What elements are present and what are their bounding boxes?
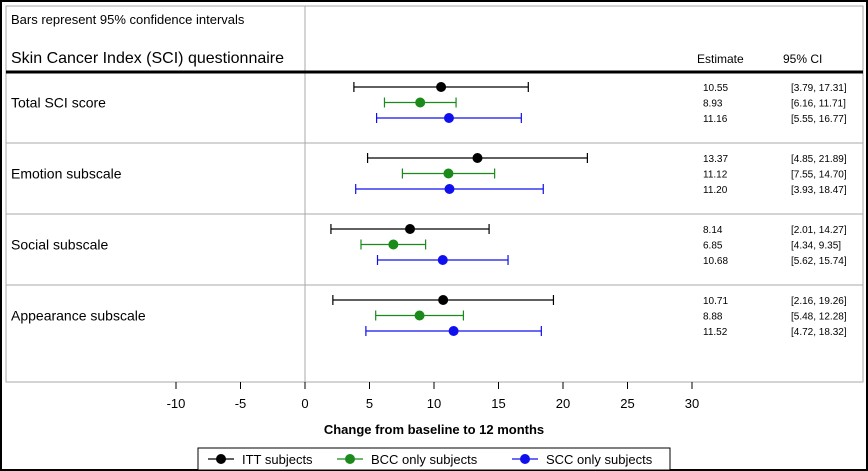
group-label: Emotion subscale — [11, 166, 122, 182]
x-tick-label: 30 — [685, 396, 699, 411]
estimate-value: 11.52 — [703, 327, 728, 338]
x-tick-label: -5 — [235, 396, 247, 411]
estimate-point — [443, 168, 454, 179]
estimate-point — [414, 310, 425, 321]
ci-value: [4.34, 9.35] — [791, 241, 841, 252]
estimate-point — [437, 255, 448, 265]
legend-swatch-marker — [520, 454, 530, 464]
legend: ITT subjects BCC only subjects SCC only su… — [208, 452, 653, 467]
estimate-value: 8.93 — [703, 99, 723, 110]
legend-swatch-marker — [345, 454, 355, 464]
ci-value: [2.01, 14.27] — [791, 225, 847, 236]
estimate-value: 11.16 — [703, 114, 728, 125]
x-axis-label: Change from baseline to 12 months — [324, 422, 544, 437]
x-tick-label: 5 — [366, 396, 373, 411]
group-label: Total SCI score — [11, 95, 106, 111]
estimate-value: 10.55 — [703, 83, 728, 94]
groups-layer: Total SCI score 10.55 [3.79, 17.31] 8.93 [6.… — [6, 82, 863, 338]
estimate-value: 10.68 — [703, 256, 728, 267]
group-label: Social subscale — [11, 237, 108, 253]
ci-value: [4.72, 18.32] — [791, 327, 847, 338]
estimate-point — [405, 224, 416, 234]
estimate-value: 8.88 — [703, 312, 723, 323]
estimate-value: 11.20 — [703, 185, 728, 196]
ci-value: [5.55, 16.77] — [791, 114, 847, 125]
ci-header: 95% CI — [783, 52, 822, 66]
x-tick-label: 20 — [556, 396, 570, 411]
estimate-value: 10.71 — [703, 296, 728, 307]
estimate-value: 13.37 — [703, 154, 728, 165]
estimate-point — [415, 97, 426, 108]
ci-value: [2.16, 19.26] — [791, 296, 847, 307]
ci-value: [7.55, 14.70] — [791, 170, 847, 181]
estimate-point — [444, 184, 455, 194]
ci-value: [6.16, 11.71] — [791, 99, 846, 110]
legend-swatch-marker — [216, 454, 226, 464]
x-tick-label: 0 — [301, 396, 308, 411]
estimate-point — [436, 82, 447, 92]
legend-label: ITT subjects — [242, 452, 313, 467]
note-text: Bars represent 95% confidence intervals — [11, 12, 245, 27]
ci-value: [5.62, 15.74] — [791, 256, 847, 267]
estimate-point — [443, 113, 454, 123]
x-tick-label: 10 — [427, 396, 441, 411]
estimate-value: 8.14 — [703, 225, 723, 236]
estimate-point — [472, 153, 483, 163]
estimate-point — [448, 326, 459, 336]
x-tick-label: 25 — [620, 396, 634, 411]
group-label: Appearance subscale — [11, 308, 146, 324]
estimate-value: 6.85 — [703, 241, 723, 252]
estimate-header: Estimate — [697, 52, 744, 66]
x-tick-label: -10 — [167, 396, 186, 411]
legend-label: BCC only subjects — [371, 452, 478, 467]
estimate-point — [388, 239, 399, 250]
x-axis: -10 -5 0 5 10 15 20 25 30 — [167, 382, 699, 411]
ci-value: [3.93, 18.47] — [791, 185, 847, 196]
questionnaire-label: Skin Cancer Index (SCI) questionnaire — [11, 50, 284, 67]
ci-value: [4.85, 21.89] — [791, 154, 847, 165]
estimate-point — [438, 295, 449, 305]
ci-value: [5.48, 12.28] — [791, 312, 847, 323]
legend-box — [197, 447, 671, 471]
ci-value: [3.79, 17.31] — [791, 83, 847, 94]
legend-label: SCC only subjects — [546, 452, 653, 467]
x-tick-label: 15 — [491, 396, 505, 411]
estimate-value: 11.12 — [703, 170, 728, 181]
